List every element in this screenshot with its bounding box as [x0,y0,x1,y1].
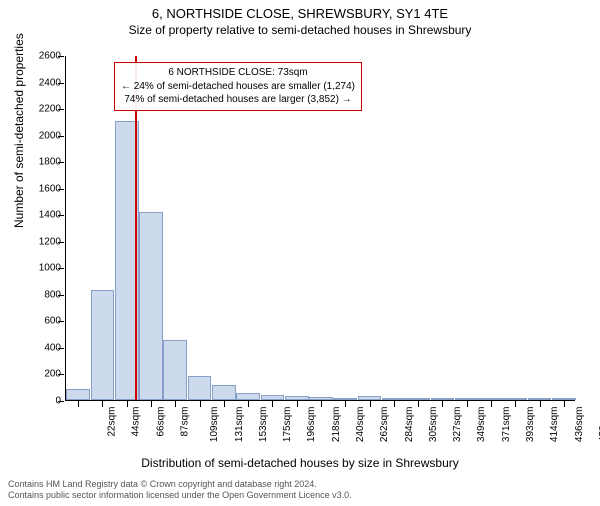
histogram-bar [431,398,455,400]
y-axis-title: Number of semi-detached properties [12,33,26,228]
x-tick-label: 131sqm [234,407,245,443]
x-tick-label: 371sqm [501,407,512,443]
y-tick-label: 0 [55,396,61,407]
x-axis-title: Distribution of semi-detached houses by … [0,456,600,470]
histogram-bar [261,395,285,400]
x-tick-label: 284sqm [404,407,415,443]
y-tick-label: 2600 [39,51,61,62]
x-tick-label: 196sqm [307,407,318,443]
annotation-box: 6 NORTHSIDE CLOSE: 73sqm← 24% of semi-de… [114,62,362,111]
footer-attribution: Contains HM Land Registry data © Crown c… [8,479,352,502]
x-tick-label: 109sqm [209,407,220,443]
x-tick [175,401,176,407]
x-tick-label: 44sqm [131,407,142,437]
x-tick [442,401,443,407]
x-tick-label: 327sqm [452,407,463,443]
chart-area: 0200400600800100012001400160018002000220… [65,56,575,401]
y-tick-label: 2200 [39,104,61,115]
histogram-bar [66,389,90,400]
x-tick [272,401,273,407]
x-tick [345,401,346,407]
chart-title-main: 6, NORTHSIDE CLOSE, SHREWSBURY, SY1 4TE [0,6,600,21]
x-tick-label: 87sqm [180,407,191,437]
y-tick-label: 1600 [39,183,61,194]
x-tick [297,401,298,407]
histogram-bar [139,212,163,400]
histogram-bar [382,398,406,400]
histogram-bar [479,398,503,400]
histogram-bar [91,290,115,400]
y-tick-label: 800 [44,289,61,300]
histogram-bar [358,396,382,400]
x-tick [515,401,516,407]
histogram-bar [236,393,260,400]
y-tick-label: 1000 [39,263,61,274]
x-tick-label: 349sqm [477,407,488,443]
annotation-line: 74% of semi-detached houses are larger (… [121,93,355,107]
chart-title-sub: Size of property relative to semi-detach… [0,23,600,37]
x-tick [127,401,128,407]
x-tick-label: 436sqm [574,407,585,443]
histogram-bar [455,398,479,400]
x-tick-label: 153sqm [258,407,269,443]
x-tick [248,401,249,407]
y-tick-label: 600 [44,316,61,327]
y-tick-label: 1200 [39,236,61,247]
x-tick [200,401,201,407]
x-tick [491,401,492,407]
histogram-bar [309,397,333,400]
x-tick [370,401,371,407]
histogram-bar [163,340,187,400]
plot-area: 0200400600800100012001400160018002000220… [65,56,575,401]
histogram-bar [406,398,430,400]
x-tick [321,401,322,407]
y-tick-label: 400 [44,342,61,353]
x-tick [102,401,103,407]
y-tick-label: 200 [44,369,61,380]
x-tick [224,401,225,407]
x-tick [78,401,79,407]
histogram-bar [552,398,576,400]
x-tick-label: 66sqm [155,407,166,437]
x-tick-label: 414sqm [549,407,560,443]
histogram-bar [503,398,527,400]
x-tick-label: 240sqm [355,407,366,443]
histogram-bar [528,398,552,400]
y-tick-label: 1800 [39,157,61,168]
footer-line-2: Contains public sector information licen… [8,490,352,502]
x-tick-label: 22sqm [107,407,118,437]
histogram-bar [285,396,309,400]
annotation-line: ← 24% of semi-detached houses are smalle… [121,80,355,94]
annotation-line: 6 NORTHSIDE CLOSE: 73sqm [121,66,355,80]
x-tick [418,401,419,407]
y-tick-label: 1400 [39,210,61,221]
x-tick [151,401,152,407]
footer-line-1: Contains HM Land Registry data © Crown c… [8,479,352,491]
histogram-bar [188,376,212,400]
histogram-bar [333,398,357,400]
x-tick-label: 305sqm [428,407,439,443]
y-tick-label: 2000 [39,130,61,141]
x-tick [467,401,468,407]
histogram-bar [212,385,236,400]
x-tick-label: 218sqm [331,407,342,443]
x-tick [540,401,541,407]
x-tick [564,401,565,407]
x-tick-label: 393sqm [525,407,536,443]
x-tick [394,401,395,407]
x-tick-label: 262sqm [379,407,390,443]
x-tick-label: 175sqm [282,407,293,443]
y-tick-label: 2400 [39,77,61,88]
